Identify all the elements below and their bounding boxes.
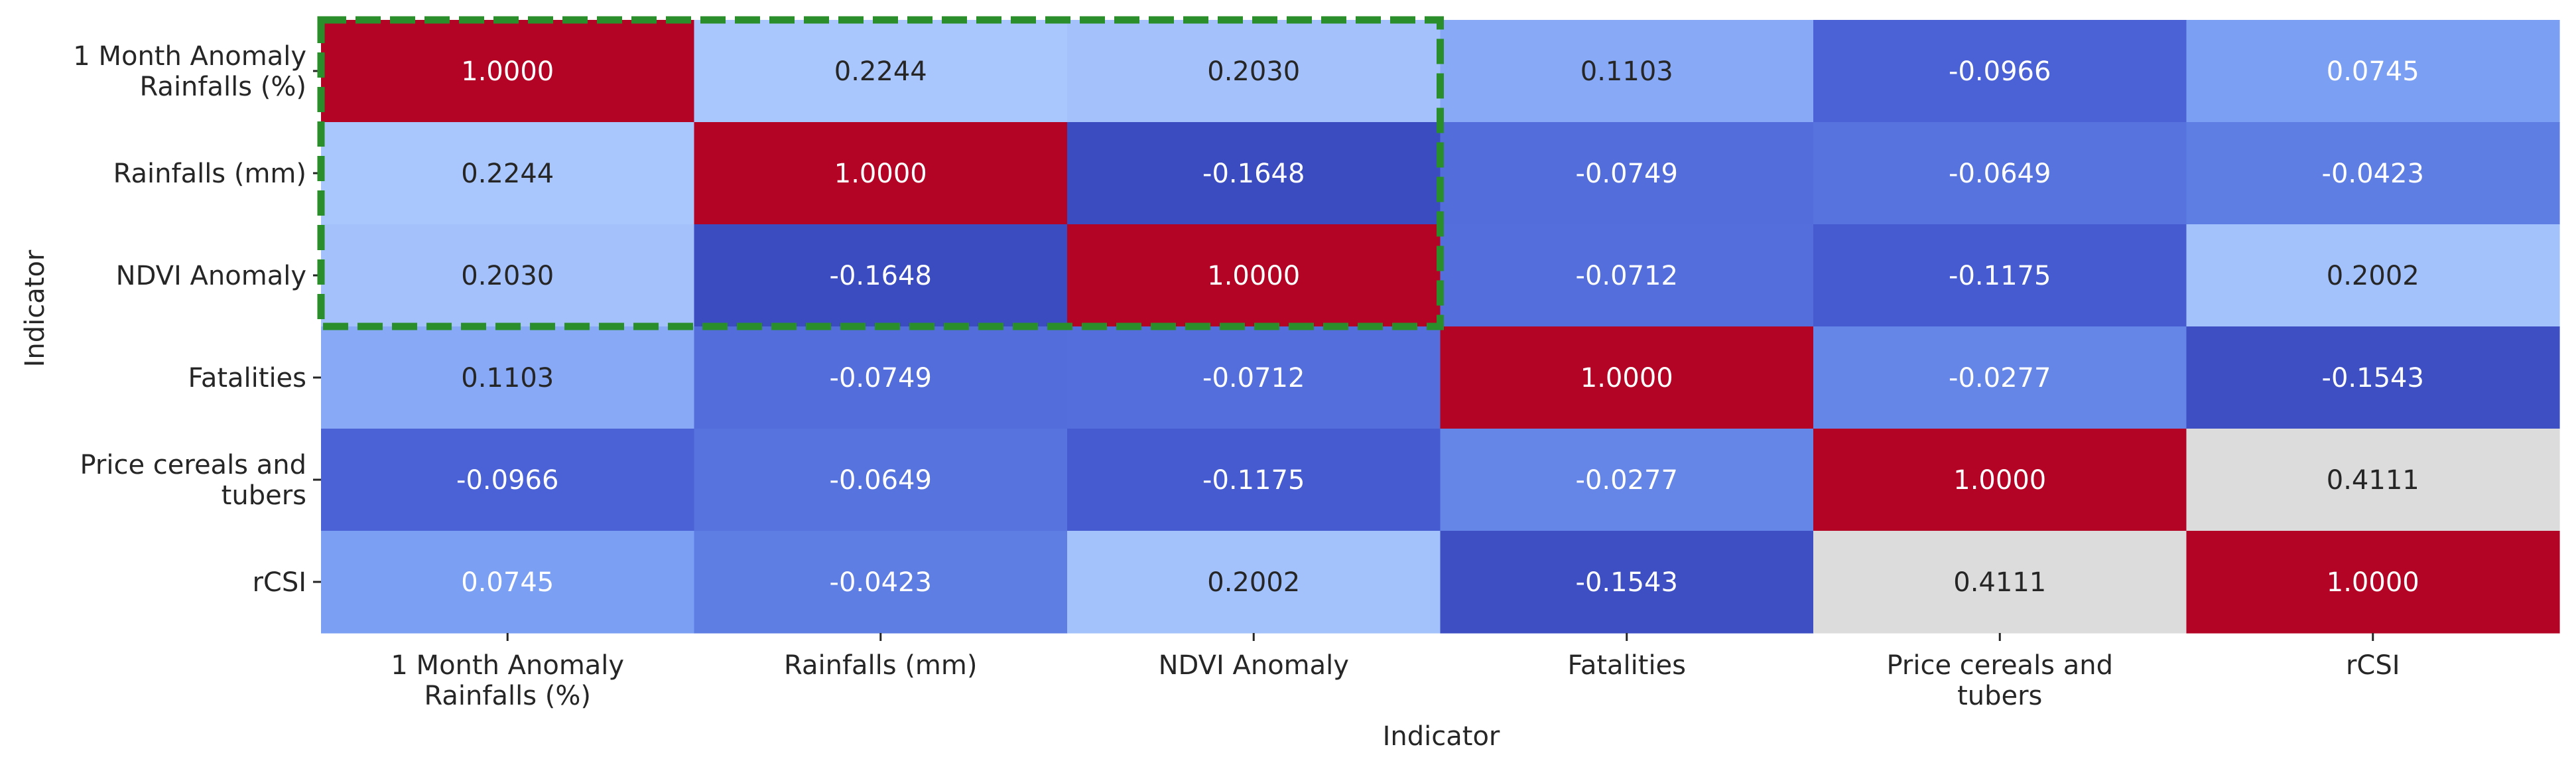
cell-value-r1-c3: -0.0749 bbox=[1576, 159, 1678, 189]
heatmap-cells bbox=[321, 20, 2560, 634]
cell-value-r4-c4: 1.0000 bbox=[1953, 465, 2046, 496]
heatmap-cell-r0-c3 bbox=[1440, 20, 1814, 123]
x-tick-label: rCSI bbox=[2346, 650, 2400, 681]
cell-value-r0-c3: 0.1103 bbox=[1580, 56, 1673, 87]
heatmap-cell-r1-c4 bbox=[1813, 122, 2187, 225]
heatmap-cell-r3-c1 bbox=[694, 326, 1068, 429]
heatmap-cell-r1-c5 bbox=[2186, 122, 2560, 225]
cell-value-r1-c2: -0.1648 bbox=[1202, 159, 1305, 189]
cell-value-r0-c4: -0.0966 bbox=[1949, 56, 2051, 87]
y-axis-label: Indicator bbox=[20, 249, 50, 367]
heatmap-cell-r5-c0 bbox=[321, 531, 695, 634]
cell-value-r1-c0: 0.2244 bbox=[461, 159, 554, 189]
y-tick-label: NDVI Anomaly bbox=[116, 261, 306, 291]
x-tick-label: 1 Month Anomaly bbox=[391, 650, 624, 681]
cell-value-r0-c5: 0.0745 bbox=[2327, 56, 2419, 87]
highlight-box-group bbox=[317, 16, 1444, 330]
cell-value-r1-c4: -0.0649 bbox=[1949, 159, 2051, 189]
heatmap-cell-r0-c2 bbox=[1067, 20, 1441, 123]
cell-value-r5-c3: -0.1543 bbox=[1576, 567, 1678, 598]
heatmap-cell-r5-c3 bbox=[1440, 531, 1814, 634]
y-tick-label: Rainfalls (mm) bbox=[113, 159, 306, 189]
heatmap-cell-r5-c4 bbox=[1813, 531, 2187, 634]
heatmap-cell-r3-c0 bbox=[321, 326, 695, 429]
y-tick-label: Rainfalls (%) bbox=[140, 72, 306, 102]
heatmap-cell-r1-c0 bbox=[321, 122, 695, 225]
cell-value-r2-c1: -0.1648 bbox=[830, 261, 932, 291]
heatmap-cell-r4-c5 bbox=[2186, 429, 2560, 531]
heatmap-cell-r3-c4 bbox=[1813, 326, 2187, 429]
cell-value-r4-c0: -0.0966 bbox=[456, 465, 558, 496]
cell-value-r2-c2: 1.0000 bbox=[1207, 261, 1300, 291]
y-tick-label: Price cereals and bbox=[80, 450, 306, 480]
cell-value-r1-c1: 1.0000 bbox=[834, 159, 927, 189]
heatmap-cell-r0-c4 bbox=[1813, 20, 2187, 123]
cell-value-r2-c5: 0.2002 bbox=[2327, 261, 2419, 291]
cell-value-r0-c2: 0.2030 bbox=[1207, 56, 1300, 87]
heatmap-cell-r2-c0 bbox=[321, 224, 695, 327]
heatmap-cell-r4-c2 bbox=[1067, 429, 1441, 531]
x-tick-label: Fatalities bbox=[1567, 650, 1686, 681]
cell-value-r3-c1: -0.0749 bbox=[830, 363, 932, 393]
heatmap-cell-r2-c1 bbox=[694, 224, 1068, 327]
cell-value-r3-c3: 1.0000 bbox=[1580, 363, 1673, 393]
x-tick-label: Rainfalls (%) bbox=[424, 681, 591, 711]
heatmap-cell-r4-c3 bbox=[1440, 429, 1814, 531]
cell-value-r3-c4: -0.0277 bbox=[1949, 363, 2051, 393]
heatmap-cell-r2-c2 bbox=[1067, 224, 1441, 327]
heatmap-cell-r1-c3 bbox=[1440, 122, 1814, 225]
heatmap-cell-r2-c3 bbox=[1440, 224, 1814, 327]
x-tick-label: NDVI Anomaly bbox=[1159, 650, 1349, 681]
cell-value-r5-c0: 0.0745 bbox=[461, 567, 554, 598]
heatmap-cell-r3-c2 bbox=[1067, 326, 1441, 429]
y-tick-label: Fatalities bbox=[188, 363, 306, 393]
cell-value-r4-c1: -0.0649 bbox=[830, 465, 932, 496]
cell-value-r4-c5: 0.4111 bbox=[2327, 465, 2419, 496]
heatmap-cell-r5-c5 bbox=[2186, 531, 2560, 634]
heatmap-cell-r4-c4 bbox=[1813, 429, 2187, 531]
cell-value-r2-c4: -0.1175 bbox=[1949, 261, 2051, 291]
cell-value-r5-c2: 0.2002 bbox=[1207, 567, 1300, 598]
y-tick-label: 1 Month Anomaly bbox=[73, 41, 306, 72]
cell-value-r0-c1: 0.2244 bbox=[834, 56, 927, 87]
y-tick-label: rCSI bbox=[252, 567, 306, 598]
x-axis-label: Indicator bbox=[1383, 721, 1500, 752]
cell-value-r4-c3: -0.0277 bbox=[1576, 465, 1678, 496]
heatmap-cell-r1-c1 bbox=[694, 122, 1068, 225]
heatmap-cell-r0-c5 bbox=[2186, 20, 2560, 123]
heatmap-cell-values: 1.0000 0.2244 0.2030 0.1103 -0.0966 0.0745 0.2… bbox=[456, 56, 2424, 598]
heatmap-cell-r5-c1 bbox=[694, 531, 1068, 634]
heatmap-cell-r0-c1 bbox=[694, 20, 1068, 123]
cell-value-r2-c0: 0.2030 bbox=[461, 261, 554, 291]
heatmap-cell-r2-c5 bbox=[2186, 224, 2560, 327]
x-tick-label: tubers bbox=[1957, 681, 2042, 711]
heatmap-cell-r3-c5 bbox=[2186, 326, 2560, 429]
cell-value-r3-c0: 0.1103 bbox=[461, 363, 554, 393]
heatmap-cell-r1-c2 bbox=[1067, 122, 1441, 225]
heatmap-cell-r0-c0 bbox=[321, 20, 695, 123]
cell-value-r4-c2: -0.1175 bbox=[1202, 465, 1305, 496]
highlight-dashed-box bbox=[317, 16, 1444, 330]
heatmap-cell-r5-c2 bbox=[1067, 531, 1441, 634]
cell-value-r3-c2: -0.0712 bbox=[1202, 363, 1305, 393]
heatmap-cell-r2-c4 bbox=[1813, 224, 2187, 327]
cell-value-r5-c1: -0.0423 bbox=[830, 567, 932, 598]
heatmap-cell-r4-c1 bbox=[694, 429, 1068, 531]
cell-value-r2-c3: -0.0712 bbox=[1576, 261, 1678, 291]
x-tick-label: Price cereals and bbox=[1886, 650, 2113, 681]
y-tick-label: tubers bbox=[222, 480, 306, 511]
cell-value-r5-c5: 1.0000 bbox=[2327, 567, 2419, 598]
heatmap-cell-r4-c0 bbox=[321, 429, 695, 531]
heatmap-cell-r3-c3 bbox=[1440, 326, 1814, 429]
cell-value-r0-c0: 1.0000 bbox=[461, 56, 554, 87]
cell-value-r3-c5: -0.1543 bbox=[2322, 363, 2424, 393]
cell-value-r5-c4: 0.4111 bbox=[1953, 567, 2046, 598]
cell-value-r1-c5: -0.0423 bbox=[2322, 159, 2424, 189]
x-tick-label: Rainfalls (mm) bbox=[784, 650, 977, 681]
